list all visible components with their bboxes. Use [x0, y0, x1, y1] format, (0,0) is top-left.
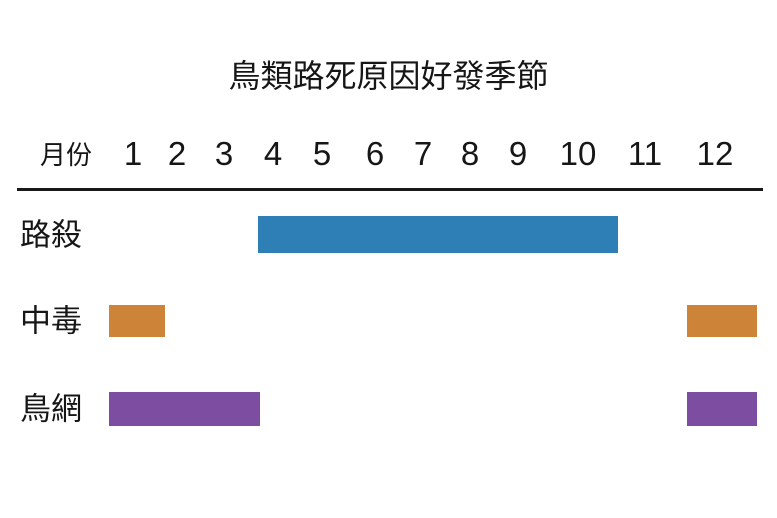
- chart-row-poisoning: 中毒: [0, 305, 777, 337]
- month-tick-label: 6: [365, 135, 385, 172]
- season-bar-poisoning: [108, 305, 166, 337]
- month-axis: 月份 1 2 3 4 5 6 7 8 9 10 11 12: [0, 135, 777, 172]
- month-tick-label: 1: [123, 135, 143, 172]
- chart-title: 鳥類路死原因好發季節: [228, 58, 549, 94]
- row-label: 路殺: [20, 217, 82, 252]
- month-tick-label: 7: [413, 135, 433, 172]
- month-axis-label: 月份: [40, 140, 93, 170]
- season-bar-roadkill: [258, 216, 619, 253]
- axis-divider-line: [17, 188, 763, 191]
- month-tick-label: 12: [696, 135, 734, 172]
- row-label: 鳥網: [20, 391, 82, 427]
- month-tick-label: 10: [559, 135, 597, 172]
- month-tick-label: 4: [263, 135, 283, 172]
- chart-row-bird-net: 鳥網: [0, 392, 777, 426]
- month-tick-label: 11: [627, 135, 663, 172]
- season-bar-bird-net: [687, 392, 757, 426]
- season-bar-poisoning: [687, 305, 757, 337]
- month-tick-label: 3: [214, 135, 234, 172]
- month-tick-label: 8: [460, 135, 480, 172]
- season-bar-bird-net: [108, 392, 260, 426]
- row-label: 中毒: [20, 303, 82, 339]
- month-tick-label: 5: [312, 135, 332, 172]
- month-tick-label: 9: [508, 135, 528, 172]
- chart-row-roadkill: 路殺: [0, 216, 777, 253]
- month-tick-label: 2: [167, 135, 187, 172]
